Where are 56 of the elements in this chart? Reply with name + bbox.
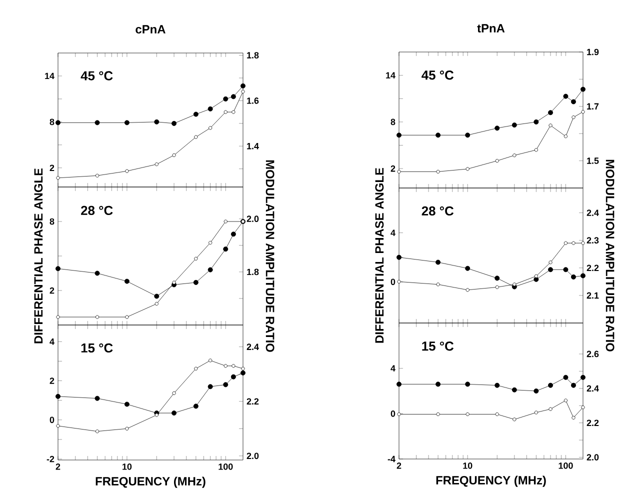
y2-tick-label: 1.5 [587,158,599,164]
y-tick-label: 8 [50,218,54,225]
chart-title: cPnA [136,25,166,34]
x-tick-label: 10 [463,462,472,469]
y2-tick-label: 2.0 [586,454,599,460]
x-tick-label: 100 [218,464,233,470]
y-tick-label: 14 [45,72,54,80]
x-axis-title: FREQUENCY (MHz) [96,476,206,488]
y-axis-title: DIFFERENTIAL PHASE ANGLE [34,168,43,344]
y2-tick-label: 2.3 [586,237,599,244]
y-tick-label: -4 [388,456,396,462]
y-tick-label: 14 [386,72,396,78]
y-tick-label: 8 [390,118,396,126]
y2-axis-title: MODULATION AMPLITUDE RATIO [266,160,274,352]
y-tick-label: 2 [50,287,54,294]
y2-tick-label: 1.6 [247,98,259,104]
annotation: 28 °C [422,206,454,216]
y2-tick-label: 2.4 [586,210,599,216]
x-tick-label: 10 [122,464,132,470]
y-axis-title: DIFFERENTIAL PHASE ANGLE [375,168,384,343]
y-tick-label: 2 [50,378,54,384]
annotation: 28 °C [81,206,113,216]
annotation: 15 °C [81,343,113,353]
y2-tick-label: 2.6 [586,350,599,358]
x-tick-label: 100 [558,462,573,469]
x-tick-label: 2 [396,462,402,469]
y2-tick-label: 2.2 [586,264,599,272]
annotation: 45 °C [80,71,113,80]
y-tick-label: -2 [46,456,54,462]
y-tick-label: 4 [390,230,396,236]
y2-tick-label: 2.1 [586,292,599,299]
y2-tick-label: 1.8 [247,268,259,276]
y2-tick-label: 1.4 [247,143,259,150]
y2-tick-label: 2.0 [246,452,259,460]
annotation: 45 °C [422,70,454,80]
y-tick-label: 0 [390,278,396,286]
y2-tick-label: 2.2 [246,398,259,404]
y-tick-label: 0 [390,410,396,417]
y-tick-label: 2 [390,165,396,172]
y-tick-label: 0 [50,416,54,424]
y-tick-label: 2 [50,164,54,171]
y2-tick-label: 2.4 [246,344,259,350]
x-tick-label: 2 [56,464,60,470]
y2-axis-title: MODULATION AMPLITUDE RATIO [606,160,614,352]
annotation: 15 °C [422,342,454,351]
y2-tick-label: 1.9 [587,48,599,56]
y2-tick-label: 2.4 [586,385,599,392]
y2-tick-label: 1.8 [247,52,259,58]
y-tick-label: 4 [390,365,396,372]
y2-tick-label: 2.2 [586,420,599,426]
chart-title: tPnA [477,24,505,33]
x-axis-title: FREQUENCY (MHz) [436,476,546,487]
y2-tick-label: 2.0 [246,216,259,222]
y2-tick-label: 1.7 [587,103,599,110]
y-tick-label: 8 [50,118,54,126]
y-tick-label: 4 [50,338,54,345]
